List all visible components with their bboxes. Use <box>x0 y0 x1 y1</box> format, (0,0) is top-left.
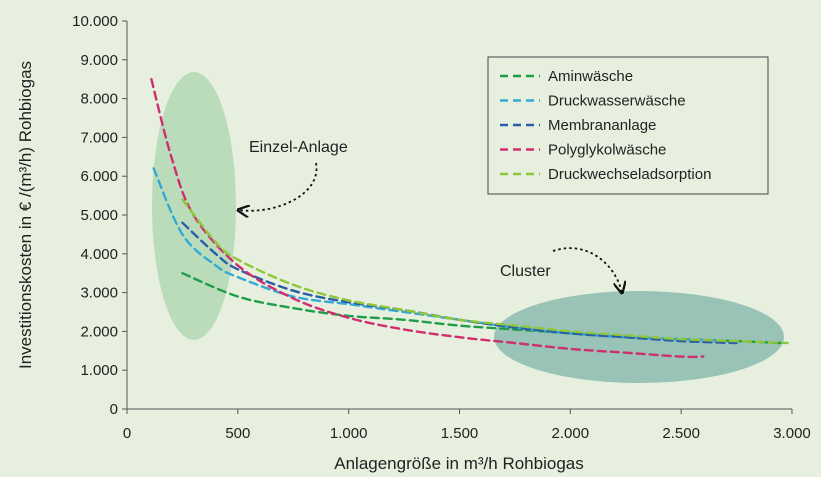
y-tick-label: 1.000 <box>80 362 118 379</box>
x-tick-label: 2.500 <box>662 425 700 442</box>
legend-items: Aminwäsche Druckwasserwäsche Membrananlage… <box>500 68 711 183</box>
annotation-cluster-arrow <box>552 247 622 293</box>
y-tick-label: 4.000 <box>80 246 118 263</box>
legend-label: Aminwäsche <box>548 68 633 85</box>
x-tick-label: 0 <box>123 425 131 442</box>
annotation-cluster: Cluster <box>500 263 551 280</box>
y-tick-label: 10.000 <box>72 13 118 30</box>
y-tick-label: 5.000 <box>80 207 118 224</box>
legend-box <box>487 56 769 195</box>
legend-label: Druckwechseladsorption <box>548 166 711 183</box>
y-tick-label: 9.000 <box>80 52 118 69</box>
x-tick-label: 1.500 <box>441 425 479 442</box>
series-layer <box>150 78 789 359</box>
single-plant-ellipse <box>152 72 236 340</box>
y-tick-label: 0 <box>110 401 118 418</box>
annotation-single-plant-arrow <box>238 162 318 211</box>
legend-label: Polyglykolwäsche <box>548 142 666 159</box>
y-tick-label: 8.000 <box>80 91 118 108</box>
y-tick-label: 6.000 <box>80 168 118 185</box>
y-tick-label: 2.000 <box>80 323 118 340</box>
y-tick-label: 7.000 <box>80 129 118 146</box>
annotation-single-plant: Einzel-Anlage <box>249 139 348 156</box>
x-tick-label: 500 <box>225 425 250 442</box>
y-axis-title: Investitionskosten in € /(m³/h) Rohbioga… <box>16 61 35 369</box>
x-axis-ticks: 0 500 1.000 1.500 2.000 2.500 3.000 <box>123 409 811 442</box>
y-tick-label: 3.000 <box>80 285 118 302</box>
x-tick-label: 3.000 <box>773 425 811 442</box>
legend-label: Membrananlage <box>548 117 656 134</box>
x-tick-label: 1.000 <box>330 425 368 442</box>
legend-label: Druckwasserwäsche <box>548 93 686 110</box>
legend: Aminwäsche Druckwasserwäsche Membrananlage… <box>487 56 769 195</box>
x-tick-label: 2.000 <box>552 425 590 442</box>
series-line-5 <box>181 198 789 345</box>
x-axis-title: Anlagengröße in m³/h Rohbiogas <box>334 454 583 473</box>
y-axis-ticks: 0 1.000 2.000 3.000 4.000 5.000 6.000 7.000 8.00… <box>72 13 127 418</box>
